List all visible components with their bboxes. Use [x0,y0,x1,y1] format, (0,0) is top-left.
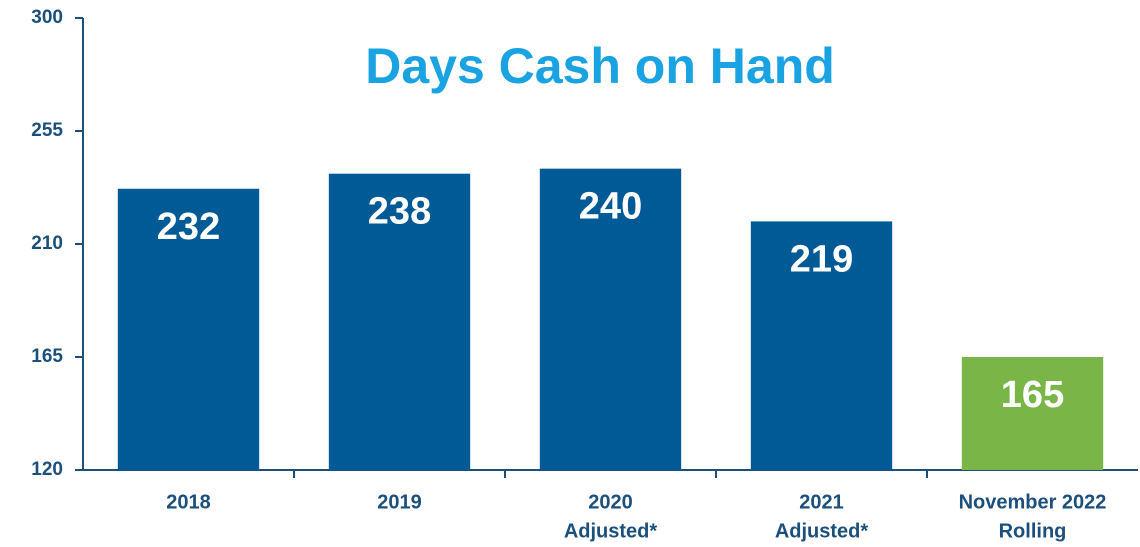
x-tick-label: Rolling [999,520,1067,542]
value-label: 165 [1001,374,1064,416]
value-label: 232 [157,206,220,248]
x-tick-label: Adjusted* [564,520,658,542]
chart-title: Days Cash on Hand [365,38,835,94]
bar [750,221,893,470]
bar [328,173,471,470]
x-tick-label: 2020 [588,491,633,513]
bar [117,188,260,470]
x-tick-label: Adjusted* [775,520,869,542]
value-label: 219 [790,238,853,280]
value-label: 240 [579,186,642,228]
x-tick-label: November 2022 [959,491,1107,513]
bar [539,168,682,470]
x-tick-label: 2019 [377,491,422,513]
y-tick-label: 165 [31,346,63,367]
x-tick-label: 2021 [799,491,844,513]
bar [961,357,1104,470]
y-tick-label: 120 [31,459,63,480]
y-tick-label: 210 [31,233,63,254]
x-tick-label: 2018 [166,491,211,513]
y-tick-label: 300 [31,7,63,28]
value-label: 238 [368,191,431,233]
y-tick-label: 255 [31,120,63,141]
